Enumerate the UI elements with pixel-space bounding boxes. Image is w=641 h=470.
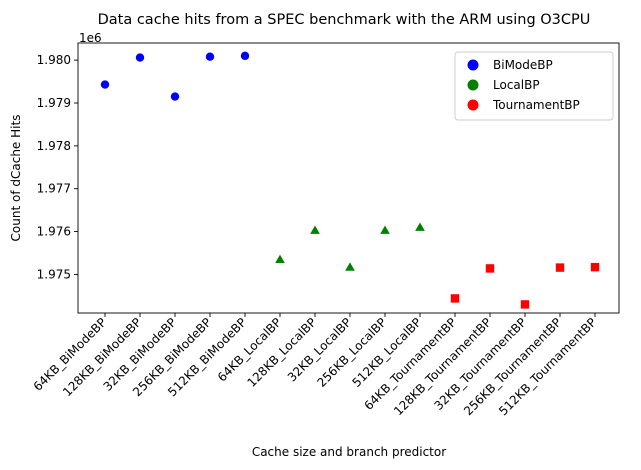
plot-area-border: [77, 42, 620, 314]
legend-marker-BiModeBP: [467, 59, 479, 71]
data-points: [100, 51, 600, 309]
y-tick-label: 1.978: [37, 139, 71, 153]
x-axis-ticks: 64KB_BiModeBP128KB_BiModeBP32KB_BiModeBP…: [31, 313, 599, 418]
legend-label: TournamentBP: [492, 98, 580, 112]
x-axis-label: Cache size and branch predictor: [252, 445, 446, 459]
data-point-TournamentBP: [555, 263, 565, 272]
chart-title: Data cache hits from a SPEC benchmark wi…: [98, 12, 591, 28]
data-point-TournamentBP: [590, 262, 600, 272]
data-point-TournamentBP: [450, 294, 460, 303]
data-point-BiModeBP: [205, 52, 215, 61]
data-point-BiModeBP: [135, 53, 145, 62]
legend-marker-LocalBP: [467, 79, 479, 91]
data-point-LocalBP: [310, 225, 320, 234]
data-point-LocalBP: [275, 254, 285, 264]
data-point-BiModeBP: [170, 92, 180, 101]
legend-label: BiModeBP: [493, 58, 553, 72]
data-point-LocalBP: [415, 222, 425, 231]
y-axis-ticks: 1.975 1.976 1.977 1.978 1.979 1.980: [37, 53, 78, 281]
y-offset-label: 1e6: [79, 31, 102, 45]
y-axis-label: Count of dCache Hits: [9, 115, 23, 242]
legend-marker-TournamentBP: [467, 99, 479, 111]
y-tick-label: 1.975: [37, 267, 71, 281]
plot-frame: [77, 42, 620, 314]
legend-label: LocalBP: [493, 78, 540, 92]
data-point-BiModeBP: [240, 51, 250, 61]
data-point-LocalBP: [380, 225, 390, 234]
y-tick-label: 1.980: [37, 53, 71, 67]
data-point-TournamentBP: [520, 300, 530, 309]
data-point-LocalBP: [345, 262, 355, 271]
y-tick-label: 1.976: [37, 225, 71, 239]
data-point-BiModeBP: [100, 80, 110, 89]
legend-box: [454, 51, 614, 121]
y-tick-label: 1.979: [37, 96, 71, 110]
data-point-TournamentBP: [485, 264, 495, 273]
legend: BiModeBP LocalBP TournamentBP: [454, 51, 614, 121]
y-tick-label: 1.977: [37, 182, 71, 196]
